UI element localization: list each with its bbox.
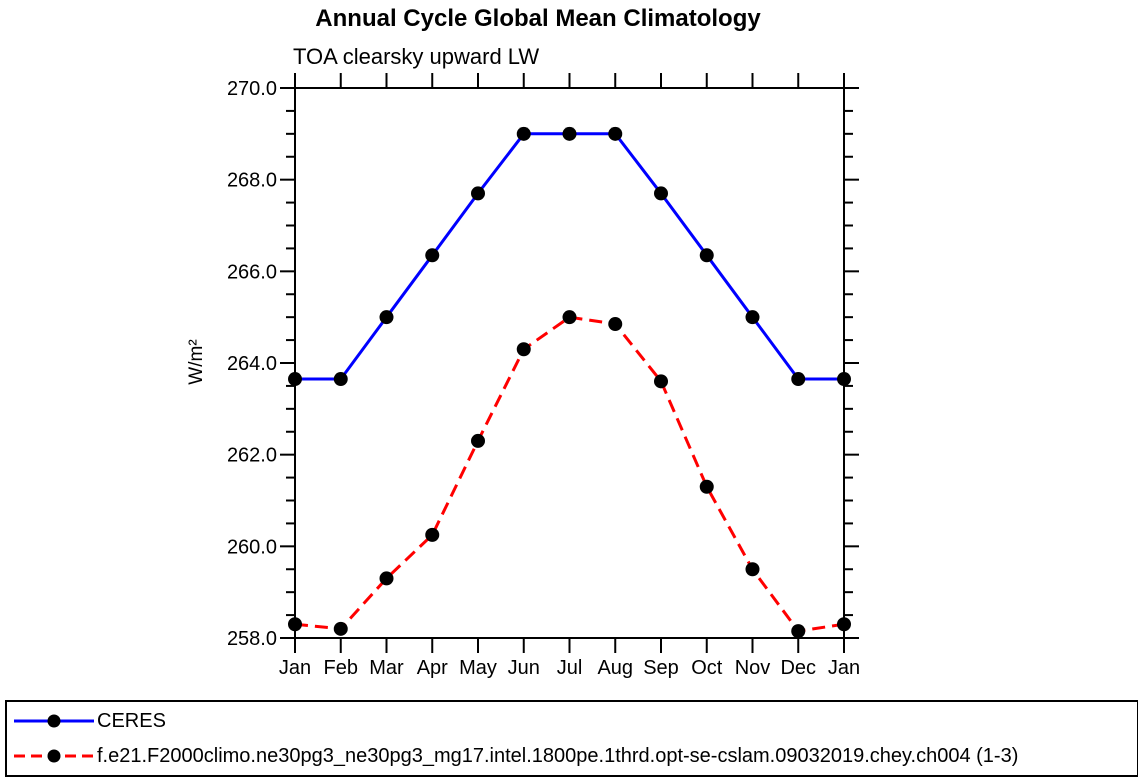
data-point [654,374,668,389]
plot-frame [294,87,845,639]
data-point [288,372,302,387]
data-point [379,571,394,586]
svg-text:258.0: 258.0 [227,628,277,650]
svg-text:Apr: Apr [417,657,448,679]
data-point [471,186,485,201]
data-point [516,342,531,357]
data-point [425,248,440,263]
ceres-marker-dot-icon [47,714,61,728]
data-point [562,310,577,325]
svg-text:262.0: 262.0 [227,445,277,467]
data-point [288,617,302,632]
data-point [562,126,577,141]
svg-text:Sep: Sep [643,657,679,679]
data-point [333,621,348,636]
data-point [745,310,760,325]
svg-text:May: May [459,657,497,679]
svg-text:270.0: 270.0 [227,78,277,100]
svg-text:260.0: 260.0 [227,536,277,558]
svg-text:Feb: Feb [324,657,358,679]
svg-text:Dec: Dec [780,657,816,679]
series-line-1 [294,315,845,633]
series-line-0 [295,132,844,381]
legend-item-model: f.e21.F2000climo.ne30pg3_ne30pg3_mg17.in… [13,740,1137,772]
legend-label-model: f.e21.F2000climo.ne30pg3_ne30pg3_mg17.in… [97,744,1019,767]
data-point [608,126,623,141]
legend-label-ceres: CERES [97,709,166,732]
data-point [699,248,714,263]
data-point [471,433,485,448]
chart-subtitle: TOA clearsky upward LW [293,44,540,69]
svg-text:Aug: Aug [597,657,633,679]
data-point [608,317,623,332]
data-point [379,310,394,325]
chart-title: Annual Cycle Global Mean Climatology [315,5,761,32]
model-line-sample-icon [14,749,94,763]
svg-text:Nov: Nov [735,657,771,679]
data-point [791,372,806,387]
svg-text:266.0: 266.0 [227,261,277,283]
data-point [654,186,668,201]
data-point [699,479,714,494]
ceres-line-sample-icon [14,714,94,728]
data-point [791,624,806,639]
svg-text:Oct: Oct [691,657,723,679]
svg-text:Jan: Jan [828,657,860,679]
data-point [837,617,851,632]
data-point [745,562,760,577]
svg-text:268.0: 268.0 [227,170,277,192]
legend-item-ceres: CERES [13,705,1137,737]
plot-area: 258.0 260.0 262.0 264.0 266.0 268.0 270.0 Jan Fe… [227,73,860,679]
svg-text:Mar: Mar [369,657,404,679]
data-point [425,527,440,542]
data-point [516,126,531,141]
svg-text:Jan: Jan [279,657,311,679]
svg-text:264.0: 264.0 [227,353,277,375]
svg-text:Jun: Jun [508,657,540,679]
data-point [333,372,348,387]
data-point [837,372,851,387]
legend-box: CERES f.e21.F2000climo.ne30pg3_ne30pg3_m… [5,700,1138,777]
svg-text:Jul: Jul [557,657,583,679]
model-marker-dot-icon [47,749,61,763]
